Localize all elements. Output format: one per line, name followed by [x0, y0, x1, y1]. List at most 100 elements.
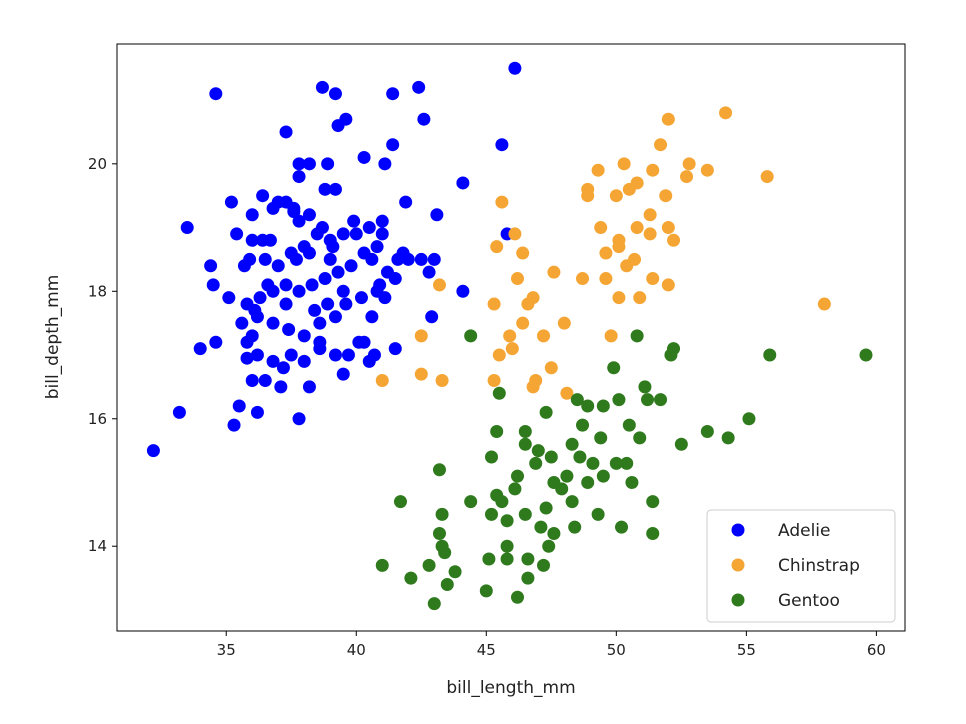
- point-gentoo: [529, 456, 543, 470]
- point-adelie: [204, 259, 218, 273]
- point-chinstrap: [630, 221, 644, 235]
- point-adelie: [344, 259, 358, 273]
- axes-frame: [116, 43, 906, 632]
- point-adelie: [347, 214, 361, 228]
- point-adelie: [256, 189, 270, 203]
- point-chinstrap: [492, 348, 506, 362]
- point-adelie: [222, 291, 236, 305]
- point-chinstrap: [661, 112, 675, 126]
- point-gentoo: [654, 393, 668, 407]
- point-adelie: [292, 284, 306, 298]
- point-gentoo: [633, 431, 647, 445]
- x-tick-label: 50: [607, 641, 626, 659]
- point-chinstrap: [487, 297, 501, 311]
- point-adelie: [292, 214, 306, 228]
- legend-label-adelie: Adelie: [778, 521, 831, 541]
- point-gentoo: [518, 507, 532, 521]
- point-gentoo: [700, 425, 714, 439]
- point-adelie: [362, 221, 376, 235]
- point-gentoo: [432, 526, 446, 540]
- point-adelie: [357, 246, 371, 260]
- point-adelie: [206, 278, 220, 292]
- point-adelie: [425, 310, 439, 324]
- point-gentoo: [859, 348, 873, 362]
- point-chinstrap: [537, 329, 551, 343]
- point-gentoo: [570, 393, 584, 407]
- point-gentoo: [492, 386, 506, 400]
- point-adelie: [261, 278, 275, 292]
- point-gentoo: [482, 552, 496, 566]
- point-adelie: [266, 354, 280, 368]
- point-gentoo: [596, 399, 610, 413]
- point-chinstrap: [516, 316, 530, 330]
- point-adelie: [422, 265, 436, 279]
- point-gentoo: [547, 526, 561, 540]
- point-adelie: [378, 291, 392, 305]
- point-adelie: [292, 170, 306, 184]
- point-chinstrap: [643, 208, 657, 222]
- point-gentoo: [495, 495, 509, 509]
- point-adelie: [456, 176, 470, 190]
- point-gentoo: [565, 495, 579, 509]
- point-adelie: [339, 297, 353, 311]
- point-adelie: [326, 240, 340, 254]
- point-adelie: [328, 87, 342, 101]
- point-adelie: [209, 87, 223, 101]
- point-chinstrap: [760, 170, 774, 184]
- point-chinstrap: [628, 252, 642, 266]
- point-gentoo: [518, 437, 532, 451]
- y-tick-label: 18: [88, 282, 107, 300]
- point-gentoo: [534, 520, 548, 534]
- point-adelie: [321, 297, 335, 311]
- point-adelie: [253, 291, 267, 305]
- point-adelie: [375, 214, 389, 228]
- point-chinstrap: [503, 329, 517, 343]
- x-tick-label: 55: [737, 641, 756, 659]
- point-adelie: [354, 291, 368, 305]
- point-gentoo: [641, 393, 655, 407]
- point-gentoo: [511, 590, 525, 604]
- point-adelie: [456, 284, 470, 298]
- point-chinstrap: [609, 189, 623, 203]
- point-adelie: [349, 227, 363, 241]
- point-chinstrap: [516, 246, 530, 260]
- point-gentoo: [646, 495, 660, 509]
- point-gentoo: [531, 444, 545, 458]
- point-adelie: [258, 252, 272, 266]
- point-adelie: [328, 310, 342, 324]
- point-adelie: [328, 348, 342, 362]
- x-axis: 35 40 45 50 55 60: [217, 631, 886, 659]
- point-adelie: [336, 227, 350, 241]
- point-gentoo: [393, 495, 407, 509]
- point-chinstrap: [591, 163, 605, 177]
- point-gentoo: [615, 520, 629, 534]
- point-gentoo: [521, 571, 535, 585]
- point-adelie: [172, 405, 186, 419]
- point-adelie: [230, 227, 244, 241]
- point-gentoo: [576, 418, 590, 432]
- point-chinstrap: [544, 361, 558, 375]
- point-adelie: [357, 335, 371, 349]
- point-adelie: [318, 272, 332, 286]
- x-tick-label: 40: [347, 641, 366, 659]
- point-adelie: [227, 418, 241, 432]
- point-chinstrap: [526, 380, 540, 394]
- point-gentoo: [620, 456, 634, 470]
- point-adelie: [180, 221, 194, 235]
- point-adelie: [302, 157, 316, 171]
- point-gentoo: [464, 495, 478, 509]
- point-adelie: [284, 348, 298, 362]
- point-gentoo: [586, 456, 600, 470]
- point-chinstrap: [817, 297, 831, 311]
- point-gentoo: [594, 431, 608, 445]
- point-adelie: [336, 284, 350, 298]
- point-adelie: [250, 348, 264, 362]
- point-gentoo: [500, 539, 514, 553]
- point-gentoo: [521, 552, 535, 566]
- point-adelie: [256, 233, 270, 247]
- point-adelie: [313, 335, 327, 349]
- legend: Adelie Chinstrap Gentoo: [706, 509, 896, 623]
- point-gentoo: [568, 520, 582, 534]
- point-gentoo: [581, 475, 595, 489]
- point-adelie: [388, 342, 402, 356]
